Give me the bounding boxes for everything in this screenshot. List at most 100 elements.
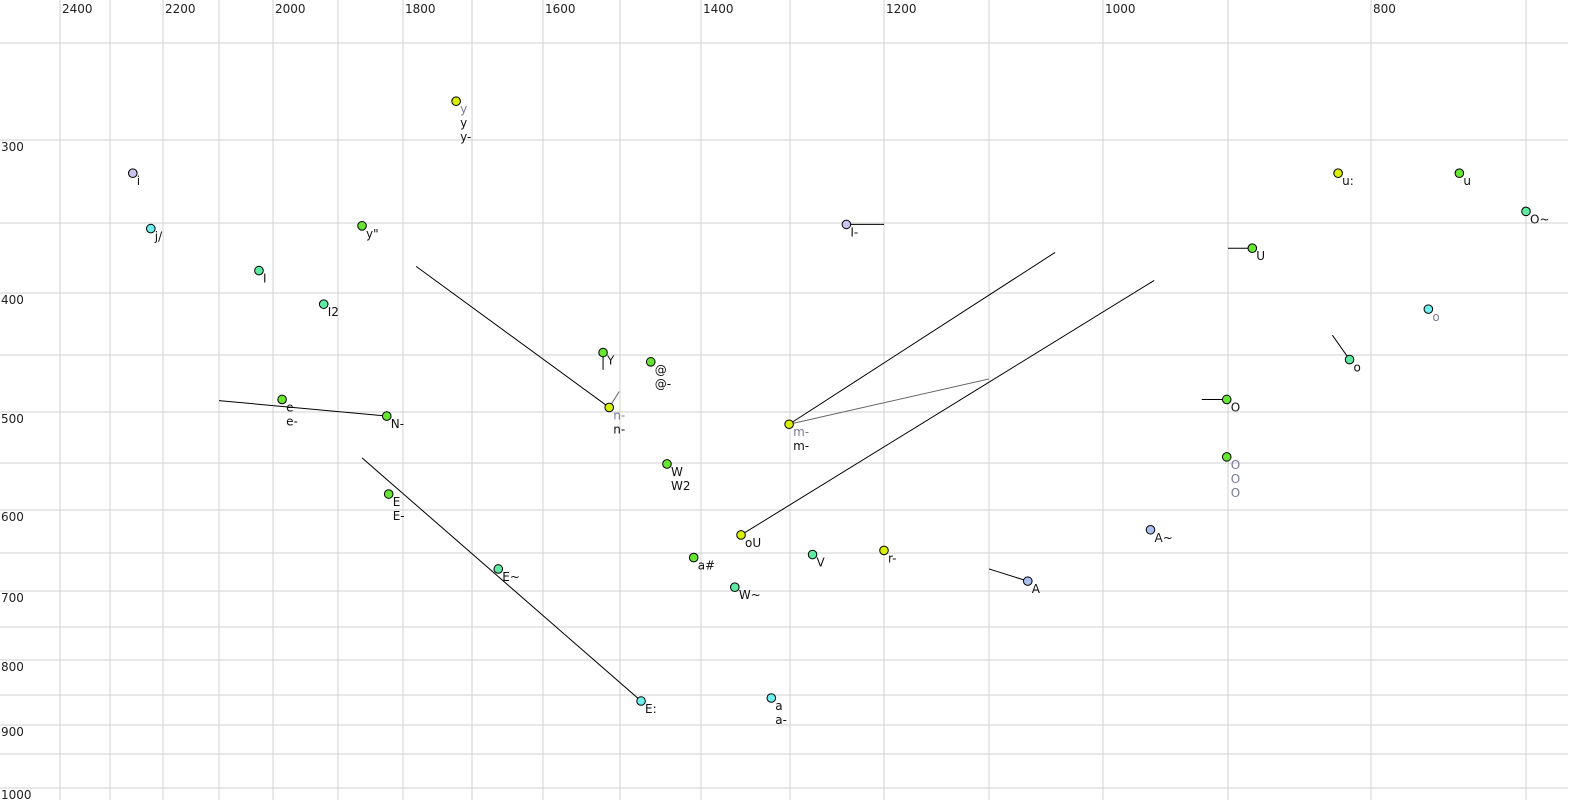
x-tick-label: 1600 <box>545 2 576 16</box>
trajectory-line <box>415 265 610 408</box>
point-marker <box>784 419 794 430</box>
point-marker <box>146 223 156 234</box>
point-label: E- <box>393 509 405 523</box>
y-tick-label: 500 <box>1 412 24 426</box>
data-point: r- <box>879 545 897 565</box>
trajectory-line <box>740 279 1155 536</box>
data-point: V <box>807 549 826 570</box>
data-point: n-n- <box>604 402 625 436</box>
data-point: Y <box>598 347 615 368</box>
data-point: EE- <box>383 489 405 523</box>
x-tick-label: 2200 <box>165 2 196 16</box>
data-point: @@- <box>645 357 671 391</box>
point-marker <box>1221 394 1232 405</box>
y-tick-label: 600 <box>1 510 24 524</box>
point-label: m- <box>793 439 809 453</box>
point-marker <box>1344 354 1355 365</box>
point-label: V <box>817 556 826 570</box>
trajectory-line <box>988 568 1028 582</box>
x-tick-label: 2000 <box>275 2 306 16</box>
point-label: e <box>286 400 293 414</box>
y-tick-label: 900 <box>1 725 24 739</box>
data-point: W~ <box>730 582 761 602</box>
point-marker <box>1145 524 1156 535</box>
point-marker <box>1247 243 1258 253</box>
data-point: O <box>1221 394 1240 414</box>
trajectory-line <box>361 457 642 702</box>
point-marker <box>254 265 264 276</box>
point-label: W~ <box>739 588 761 602</box>
point-label: O <box>1231 472 1240 486</box>
data-point: I2 <box>318 299 339 319</box>
data-point: y" <box>357 221 379 241</box>
data-point: m-m- <box>784 419 809 453</box>
point-label: A~ <box>1155 531 1173 545</box>
point-label: W <box>671 465 683 479</box>
x-tick-label: 800 <box>1373 2 1396 16</box>
point-marker <box>879 545 889 556</box>
data-points: yyy-i j/I I2 y" ee- N- EE- E~ E: Y @@- n-n- WW2 o Ua# W… <box>127 96 1550 727</box>
point-marker <box>451 96 461 106</box>
point-marker <box>736 530 746 540</box>
data-point: N- <box>381 411 404 431</box>
point-label: O <box>1231 400 1240 414</box>
point-marker <box>381 411 392 421</box>
y-tick-label: 800 <box>1 660 24 674</box>
y-tick-label: 400 <box>1 293 24 307</box>
point-label: @ <box>655 363 667 377</box>
x-tick-label: 2400 <box>62 2 93 16</box>
point-label: o <box>1432 310 1439 324</box>
data-point: WW2 <box>662 459 690 493</box>
point-label: O <box>1231 458 1240 472</box>
point-label: N- <box>391 417 404 431</box>
point-marker <box>807 549 818 560</box>
data-point: E~ <box>493 564 520 584</box>
data-point: aa- <box>766 693 787 727</box>
point-marker <box>357 221 367 231</box>
x-tick-label: 1800 <box>405 2 436 16</box>
data-point: u <box>1454 168 1471 188</box>
point-label: r- <box>888 551 897 565</box>
point-label: y- <box>460 130 471 144</box>
trajectory-line <box>1331 334 1350 360</box>
point-label: u: <box>1342 174 1354 188</box>
point-marker <box>318 299 329 309</box>
point-label: U <box>1256 249 1265 263</box>
point-label: e- <box>286 414 298 428</box>
data-point: I <box>254 265 267 286</box>
data-point: U <box>1247 243 1265 263</box>
y-tick-label: 1000 <box>1 788 32 800</box>
point-marker <box>766 693 777 703</box>
point-label: y <box>460 116 467 130</box>
point-marker <box>645 357 656 367</box>
y-tick-label: 700 <box>1 591 24 605</box>
point-marker <box>493 564 504 574</box>
point-label: E: <box>645 702 657 716</box>
data-point: yyy- <box>451 96 471 144</box>
point-label: I- <box>850 225 858 239</box>
point-label: a- <box>775 713 787 727</box>
data-point: O~ <box>1521 206 1550 226</box>
x-tick-label: 1000 <box>1105 2 1136 16</box>
point-label: I <box>263 272 267 286</box>
point-label: i <box>137 174 140 188</box>
point-label: a <box>775 699 782 713</box>
point-marker <box>383 489 394 499</box>
point-marker <box>688 552 699 563</box>
data-point: o <box>1344 354 1361 375</box>
point-marker <box>1454 168 1465 178</box>
point-label: Y <box>606 354 615 368</box>
point-label: a# <box>698 559 715 573</box>
trajectory-line <box>218 400 387 417</box>
data-point: j/ <box>146 223 163 244</box>
data-point: A~ <box>1145 524 1173 545</box>
point-marker <box>636 696 646 706</box>
data-point: i <box>127 168 140 188</box>
point-label: @- <box>655 377 671 391</box>
point-label: o <box>1354 361 1361 375</box>
point-label: E~ <box>502 570 520 584</box>
data-point: a# <box>688 552 715 573</box>
trajectory-line <box>788 378 990 425</box>
